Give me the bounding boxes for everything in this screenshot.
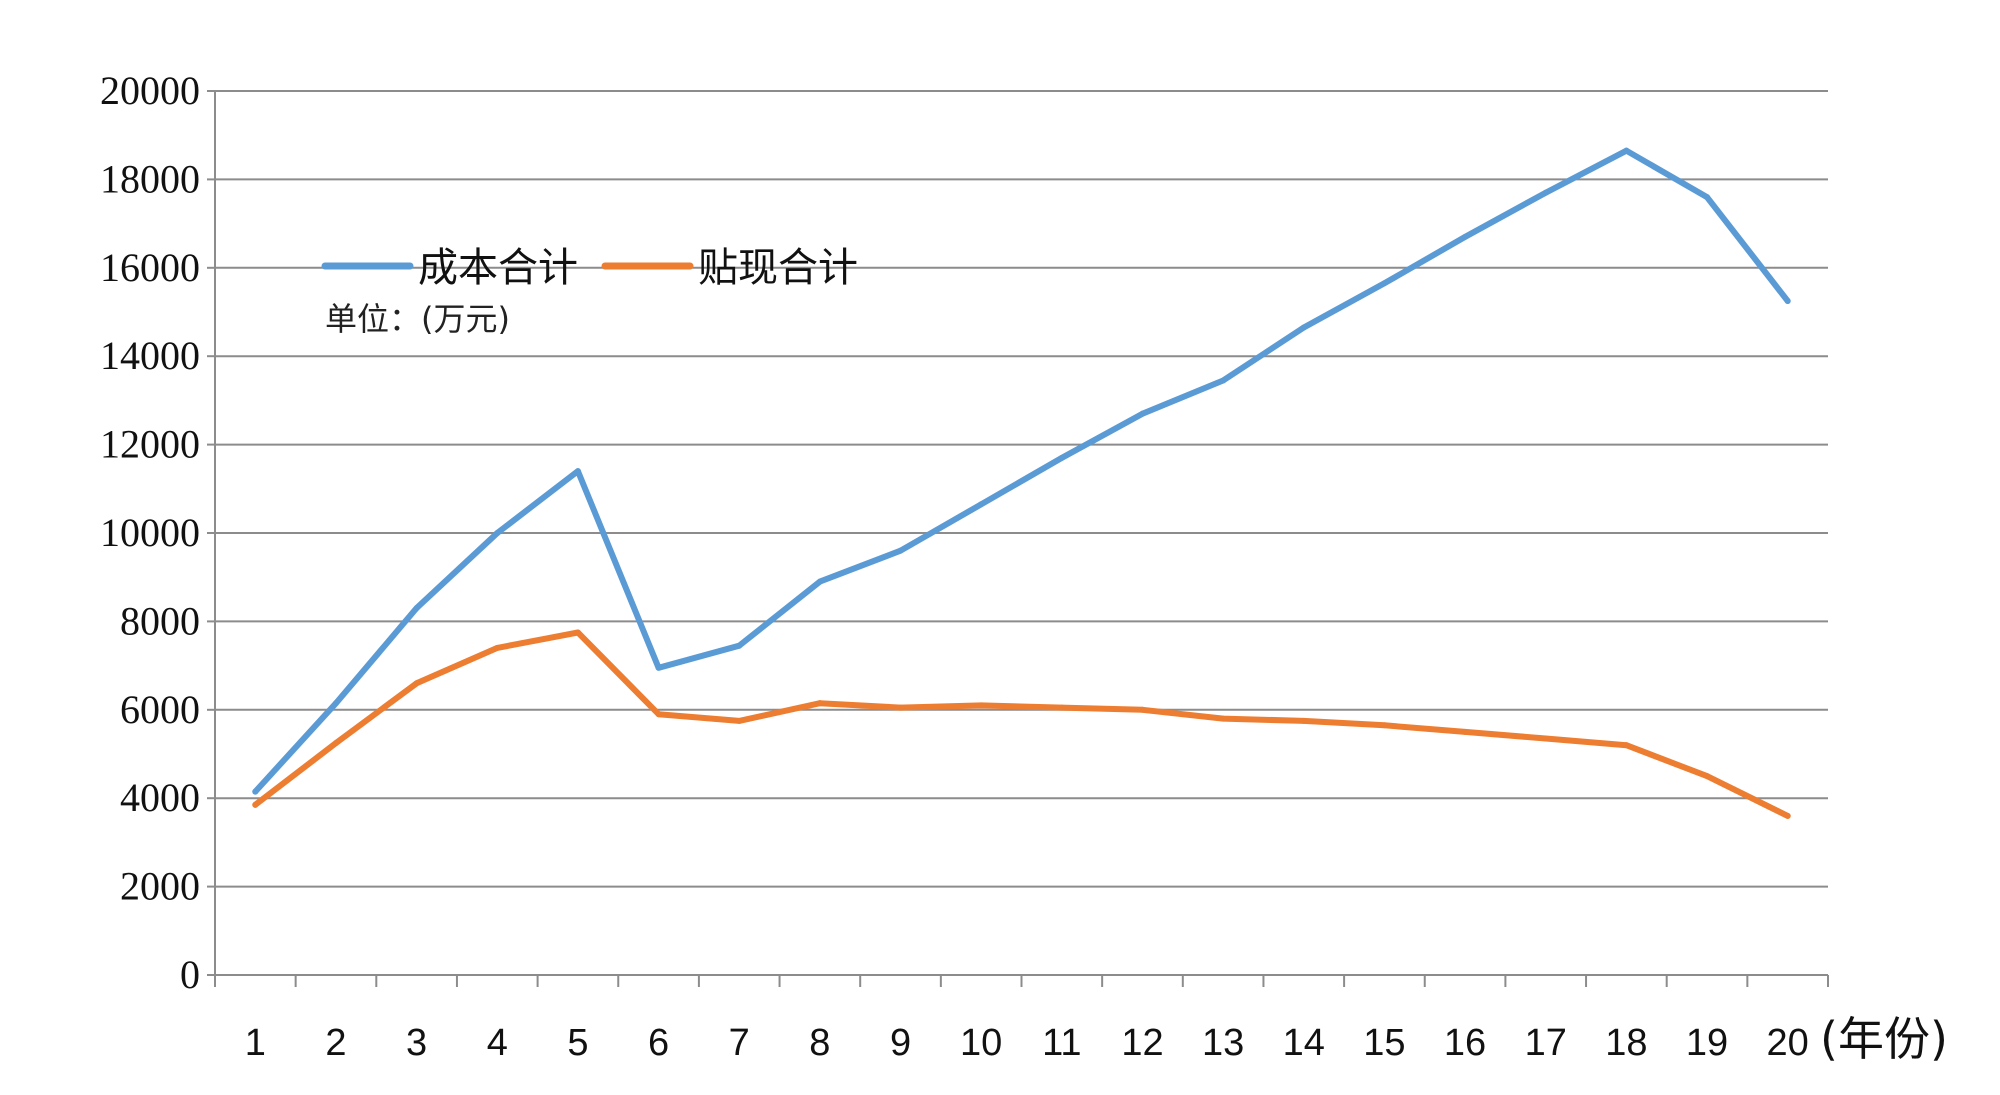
x-tick-label: 3 bbox=[406, 1022, 427, 1064]
data-point-cost-total bbox=[332, 700, 339, 707]
data-point-cost-total bbox=[1623, 147, 1630, 154]
y-tick-label: 8000 bbox=[120, 598, 200, 643]
x-tick-label: 9 bbox=[890, 1022, 911, 1064]
x-tick-label: 11 bbox=[1042, 1022, 1081, 1064]
x-tick-label: 18 bbox=[1605, 1022, 1647, 1064]
x-tick-label: 20 bbox=[1767, 1022, 1809, 1064]
data-point-discount-total bbox=[494, 644, 501, 651]
data-point-cost-total bbox=[1058, 454, 1065, 461]
data-point-discount-total bbox=[1623, 742, 1630, 749]
legend: 成本合计 贴现合计 bbox=[321, 245, 858, 291]
data-point-discount-total bbox=[816, 700, 823, 707]
x-tick-label: 16 bbox=[1444, 1022, 1486, 1064]
data-point-cost-total bbox=[1784, 297, 1791, 304]
data-point-discount-total bbox=[1220, 715, 1227, 722]
y-tick-label: 10000 bbox=[100, 510, 200, 555]
data-point-discount-total bbox=[1542, 735, 1549, 742]
x-tick-label: 19 bbox=[1686, 1022, 1728, 1064]
data-point-discount-total bbox=[1462, 728, 1469, 735]
y-axis-tick-labels: 0 2000 4000 6000 8000 10000 12000 14000 16000 180… bbox=[100, 68, 200, 997]
y-tick-label: 12000 bbox=[100, 422, 200, 467]
data-point-discount-total bbox=[1058, 704, 1065, 711]
data-point-cost-total bbox=[494, 530, 501, 536]
y-tick-label: 2000 bbox=[120, 864, 200, 909]
data-point-cost-total bbox=[897, 547, 904, 554]
series-line-discount-total bbox=[252, 629, 1791, 819]
data-point-discount-total bbox=[978, 702, 985, 709]
data-point-cost-total bbox=[574, 468, 581, 475]
data-point-discount-total bbox=[252, 801, 259, 808]
data-point-cost-total bbox=[655, 664, 662, 671]
x-axis-tick-labels: 1 2 3 4 5 6 7 8 9 10 11 12 13 14 15 16 17 18 19 20 bbox=[245, 1022, 1809, 1064]
data-point-discount-total bbox=[1300, 717, 1307, 724]
x-tick-label: 7 bbox=[729, 1022, 750, 1064]
x-tick-label: 12 bbox=[1121, 1022, 1163, 1064]
data-point-discount-total bbox=[574, 629, 581, 636]
series-line-cost-total bbox=[252, 147, 1791, 795]
data-point-discount-total bbox=[1704, 773, 1711, 780]
data-point-cost-total bbox=[1704, 194, 1711, 201]
y-tick-label: 20000 bbox=[100, 68, 200, 113]
data-point-cost-total bbox=[978, 501, 985, 508]
y-tick-label: 14000 bbox=[100, 333, 200, 378]
y-tick-label: 18000 bbox=[100, 156, 200, 201]
x-tick-label: 10 bbox=[960, 1022, 1002, 1064]
x-tick-label: 13 bbox=[1202, 1022, 1244, 1064]
data-point-cost-total bbox=[1381, 280, 1388, 287]
legend-label-cost-total: 成本合计 bbox=[418, 245, 578, 291]
x-axis-unit-label: (年份) bbox=[1820, 1012, 1948, 1066]
data-point-discount-total bbox=[1381, 722, 1388, 729]
data-point-cost-total bbox=[1462, 233, 1469, 240]
data-point-cost-total bbox=[252, 788, 259, 795]
series-lines bbox=[252, 147, 1791, 819]
y-tick-label: 4000 bbox=[120, 775, 200, 820]
data-point-discount-total bbox=[897, 704, 904, 711]
unit-note: 单位：(万元) bbox=[325, 300, 510, 338]
data-point-cost-total bbox=[1300, 324, 1307, 331]
data-point-discount-total bbox=[1784, 812, 1791, 819]
x-tick-label: 4 bbox=[487, 1022, 508, 1064]
data-point-discount-total bbox=[1139, 706, 1146, 713]
x-tick-label: 8 bbox=[809, 1022, 830, 1064]
data-point-discount-total bbox=[655, 711, 662, 718]
data-point-cost-total bbox=[1542, 189, 1549, 196]
x-tick-label: 6 bbox=[648, 1022, 669, 1064]
data-point-discount-total bbox=[332, 739, 339, 746]
data-point-cost-total bbox=[1220, 377, 1227, 384]
data-point-cost-total bbox=[413, 605, 420, 612]
x-tick-label: 5 bbox=[567, 1022, 588, 1064]
x-tick-label: 1 bbox=[245, 1022, 266, 1064]
x-tick-label: 14 bbox=[1283, 1022, 1325, 1064]
y-tick-label: 16000 bbox=[100, 245, 200, 290]
y-tick-label: 0 bbox=[180, 952, 200, 997]
grid-lines bbox=[215, 90, 1828, 888]
x-tick-label: 2 bbox=[325, 1022, 346, 1064]
data-point-discount-total bbox=[736, 717, 743, 724]
data-point-cost-total bbox=[1139, 410, 1146, 417]
data-point-discount-total bbox=[413, 680, 420, 687]
x-tick-label: 15 bbox=[1363, 1022, 1405, 1064]
data-point-cost-total bbox=[736, 642, 743, 649]
data-point-cost-total bbox=[816, 578, 823, 585]
legend-label-discount-total: 贴现合计 bbox=[698, 245, 858, 291]
x-tick-label: 17 bbox=[1525, 1022, 1567, 1064]
axes bbox=[207, 90, 1829, 987]
y-tick-label: 6000 bbox=[120, 687, 200, 732]
